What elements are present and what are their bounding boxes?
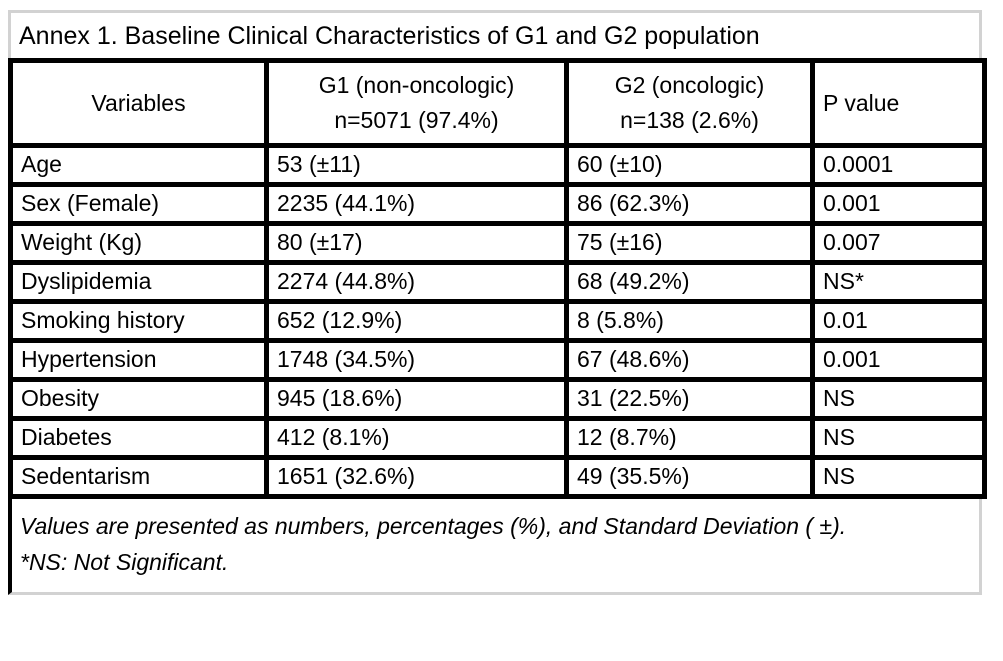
annex-table-container: Annex 1. Baseline Clinical Characteristi… (8, 10, 987, 595)
column-header-g2: G2 (oncologic) n=138 (2.6%) (564, 58, 815, 148)
cell-g2-value: 49 (35.5%) (564, 455, 815, 499)
cell-g2-value: 8 (5.8%) (564, 299, 815, 343)
table-row: Smoking history 652 (12.9%) 8 (5.8%) 0.01 (8, 299, 987, 343)
cell-pvalue: NS (810, 455, 987, 499)
table-row: Sex (Female) 2235 (44.1%) 86 (62.3%) 0.001 (8, 182, 987, 226)
g1-header-line2: n=5071 (97.4%) (334, 107, 499, 133)
g1-header-line1: G1 (non-oncologic) (318, 72, 515, 98)
column-header-variables: Variables (8, 58, 269, 148)
cell-g1-value: 53 (±11) (264, 143, 569, 187)
cell-g2-value: 75 (±16) (564, 221, 815, 265)
cell-variable: Age (8, 143, 269, 187)
table-footnotes: Values are presented as numbers, percent… (8, 499, 982, 595)
cell-g1-value: 2235 (44.1%) (264, 182, 569, 226)
cell-variable: Weight (Kg) (8, 221, 269, 265)
cell-pvalue: 0.007 (810, 221, 987, 265)
table-row: Dyslipidemia 2274 (44.8%) 68 (49.2%) NS* (8, 260, 987, 304)
cell-pvalue: NS (810, 416, 987, 460)
cell-pvalue: 0.0001 (810, 143, 987, 187)
table-title: Annex 1. Baseline Clinical Characteristi… (8, 10, 982, 58)
column-header-g1: G1 (non-oncologic) n=5071 (97.4%) (264, 58, 569, 148)
cell-variable: Sedentarism (8, 455, 269, 499)
table-row: Obesity 945 (18.6%) 31 (22.5%) NS (8, 377, 987, 421)
cell-pvalue: 0.001 (810, 338, 987, 382)
cell-variable: Smoking history (8, 299, 269, 343)
cell-g2-value: 12 (8.7%) (564, 416, 815, 460)
cell-pvalue: 0.001 (810, 182, 987, 226)
header-row: Variables G1 (non-oncologic) n=5071 (97.… (8, 58, 987, 148)
cell-g2-value: 86 (62.3%) (564, 182, 815, 226)
cell-g1-value: 652 (12.9%) (264, 299, 569, 343)
table-row: Age 53 (±11) 60 (±10) 0.0001 (8, 143, 987, 187)
cell-g2-value: 31 (22.5%) (564, 377, 815, 421)
cell-variable: Diabetes (8, 416, 269, 460)
table-row: Hypertension 1748 (34.5%) 67 (48.6%) 0.001 (8, 338, 987, 382)
cell-variable: Obesity (8, 377, 269, 421)
table-header: Variables G1 (non-oncologic) n=5071 (97.… (8, 58, 987, 148)
clinical-characteristics-table: Variables G1 (non-oncologic) n=5071 (97.… (8, 58, 987, 499)
cell-g1-value: 412 (8.1%) (264, 416, 569, 460)
cell-g1-value: 1651 (32.6%) (264, 455, 569, 499)
cell-pvalue: NS (810, 377, 987, 421)
footnote-values-note: Values are presented as numbers, percent… (20, 513, 847, 539)
cell-pvalue: NS* (810, 260, 987, 304)
g2-header-line1: G2 (oncologic) (614, 72, 765, 98)
table-row: Weight (Kg) 80 (±17) 75 (±16) 0.007 (8, 221, 987, 265)
cell-pvalue: 0.01 (810, 299, 987, 343)
cell-g2-value: 68 (49.2%) (564, 260, 815, 304)
cell-variable: Sex (Female) (8, 182, 269, 226)
footnote-ns-note: *NS: Not Significant. (20, 549, 229, 575)
table-row: Sedentarism 1651 (32.6%) 49 (35.5%) NS (8, 455, 987, 499)
cell-variable: Dyslipidemia (8, 260, 269, 304)
cell-g1-value: 2274 (44.8%) (264, 260, 569, 304)
cell-g2-value: 60 (±10) (564, 143, 815, 187)
cell-g1-value: 1748 (34.5%) (264, 338, 569, 382)
table-body: Age 53 (±11) 60 (±10) 0.0001 Sex (Female) 223… (8, 143, 987, 499)
cell-g1-value: 945 (18.6%) (264, 377, 569, 421)
cell-variable: Hypertension (8, 338, 269, 382)
cell-g2-value: 67 (48.6%) (564, 338, 815, 382)
cell-g1-value: 80 (±17) (264, 221, 569, 265)
column-header-pvalue: P value (810, 58, 987, 148)
g2-header-line2: n=138 (2.6%) (620, 107, 759, 133)
table-row: Diabetes 412 (8.1%) 12 (8.7%) NS (8, 416, 987, 460)
